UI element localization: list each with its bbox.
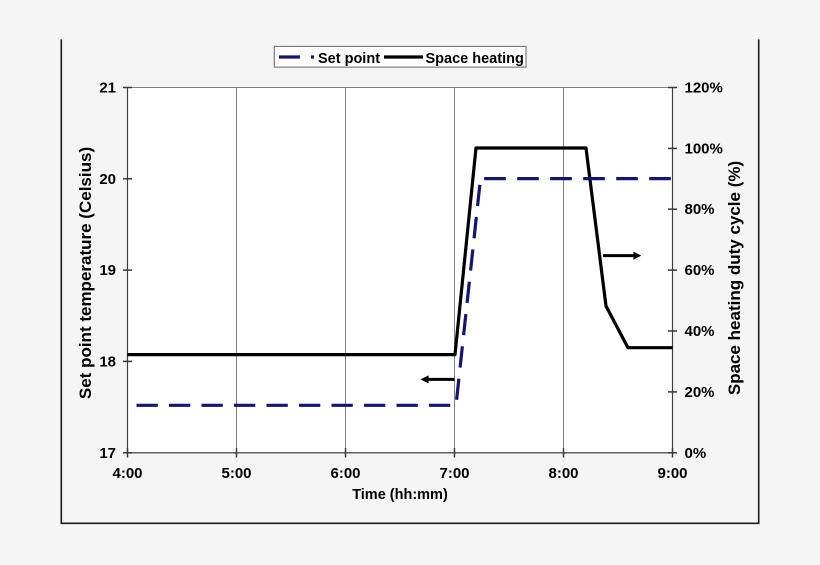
svg-text:Set point temperature (Celsius: Set point temperature (Celsius) [76,147,95,399]
svg-text:20%: 20% [685,384,715,401]
svg-text:60%: 60% [685,262,715,279]
svg-text:21: 21 [99,80,116,97]
svg-text:0%: 0% [685,445,707,462]
svg-text:5:00: 5:00 [221,465,251,482]
svg-text:8:00: 8:00 [548,465,578,482]
svg-text:6:00: 6:00 [330,465,360,482]
svg-text:120%: 120% [685,80,723,97]
svg-text:Set point: Set point [318,51,380,67]
svg-text:Space heating duty cycle (%): Space heating duty cycle (%) [725,161,744,395]
svg-text:100%: 100% [685,140,723,157]
svg-text:4:00: 4:00 [112,465,142,482]
svg-text:Time (hh:mm): Time (hh:mm) [352,487,448,503]
svg-text:19: 19 [99,262,116,279]
svg-text:20: 20 [99,171,116,188]
svg-text:7:00: 7:00 [439,465,469,482]
svg-text:18: 18 [99,353,116,370]
svg-text:Space heating: Space heating [426,51,524,67]
svg-text:80%: 80% [685,201,715,218]
svg-text:17: 17 [99,445,116,462]
svg-text:9:00: 9:00 [657,465,687,482]
svg-text:40%: 40% [685,323,715,340]
